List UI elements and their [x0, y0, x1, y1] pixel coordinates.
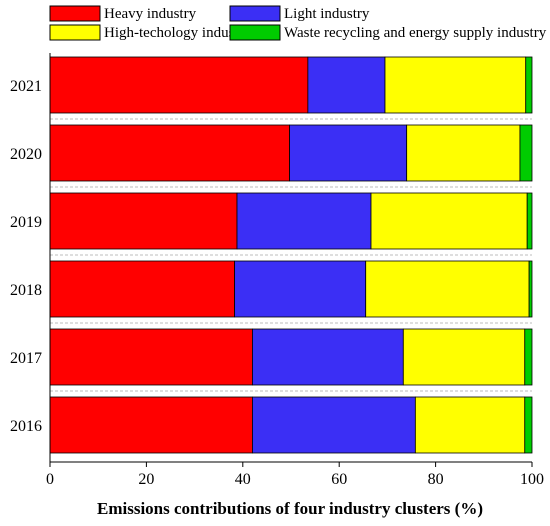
bar-2019-series-1	[236, 192, 372, 250]
x-axis-title: Emissions contributions of four industry…	[97, 499, 483, 518]
x-tick-label-100: 100	[520, 471, 544, 488]
legend-label-0: Heavy industry	[104, 6, 197, 22]
axes-group: 0 20 40 60 80 100	[46, 53, 544, 488]
category-label-2018: 2018	[10, 282, 42, 299]
bar-2018-series-2	[365, 260, 530, 318]
category-label-2017: 2017	[10, 350, 42, 367]
category-label-2019: 2019	[10, 214, 42, 231]
bar-2016-series-0	[49, 396, 253, 454]
x-tick-label-60: 60	[331, 471, 347, 488]
category-label-2021: 2021	[10, 78, 42, 95]
bar-2020-series-0	[49, 124, 290, 182]
bar-2017-series-3	[524, 328, 533, 386]
bar-2021-series-1	[307, 56, 386, 114]
legend-swatch-0	[49, 5, 101, 22]
bar-2020-series-3	[519, 124, 533, 182]
legend: Heavy industry Light industry High-techolo…	[49, 5, 547, 41]
bar-2020-series-1	[289, 124, 408, 182]
bar-2018-series-1	[234, 260, 367, 318]
x-tick-label-40: 40	[235, 471, 251, 488]
bar-2016-series-3	[524, 396, 533, 454]
legend-swatch-2	[49, 24, 101, 41]
bar-2017-series-0	[49, 328, 253, 386]
x-tick-label-0: 0	[46, 471, 54, 488]
legend-label-2: High-techology industry	[104, 25, 252, 41]
bar-2020-series-2	[406, 124, 521, 182]
category-label-2020: 2020	[10, 146, 42, 163]
bar-2021-series-2	[384, 56, 527, 114]
bar-2019-series-2	[370, 192, 528, 250]
x-tick-label-80: 80	[428, 471, 444, 488]
bar-2016-series-2	[414, 396, 526, 454]
bar-2019-series-0	[49, 192, 238, 250]
x-tick-label-20: 20	[138, 471, 154, 488]
bars-group: 2021 2020 2019 2018 2017 2016	[10, 56, 533, 454]
bar-2021-series-3	[525, 56, 533, 114]
bar-2019-series-3	[526, 192, 533, 250]
bar-2017-series-2	[402, 328, 526, 386]
bar-2018-series-0	[49, 260, 236, 318]
bar-2021-series-0	[49, 56, 309, 114]
category-label-2016: 2016	[10, 418, 42, 435]
bar-2017-series-1	[252, 328, 404, 386]
legend-label-3: Waste recycling and energy supply indust…	[284, 25, 547, 41]
legend-label-1: Light industry	[284, 6, 370, 22]
legend-swatch-3	[229, 24, 281, 41]
legend-swatch-1	[229, 5, 281, 22]
bar-2016-series-1	[252, 396, 416, 454]
bar-2018-series-3	[528, 260, 533, 318]
